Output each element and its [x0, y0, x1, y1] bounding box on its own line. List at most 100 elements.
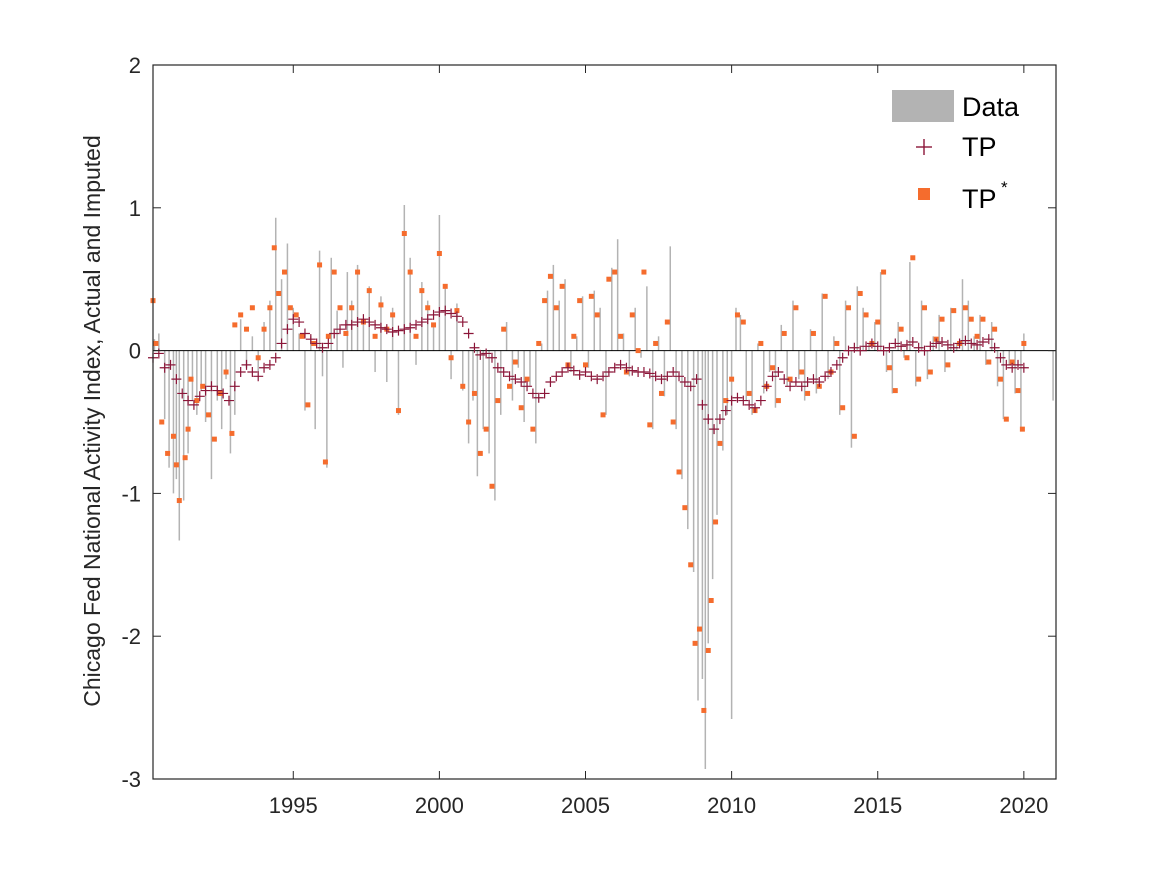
tp-star-point-90 [647, 422, 653, 428]
tp-star-point-20 [244, 326, 250, 332]
tp-star-point-119 [805, 390, 811, 396]
tp-star-point-50 [413, 333, 419, 339]
tp-point-143 [977, 337, 988, 348]
tp-star-point-132 [881, 269, 887, 275]
tp-star-point-52 [425, 305, 431, 311]
x-tick-label-2010: 2010 [707, 793, 756, 818]
tp-point-123 [861, 341, 872, 352]
tp-point-62 [504, 371, 515, 382]
tp-star-point-2 [153, 340, 159, 346]
legend-label-tp-star: TP [962, 184, 997, 214]
tp-point-71 [557, 367, 568, 378]
tp-point-47 [416, 317, 427, 328]
tp-star-point-44 [378, 302, 384, 308]
tp-point-48 [422, 314, 433, 325]
tp-point-108 [773, 367, 784, 378]
tp-point-65 [522, 381, 533, 392]
plot-area-frame [152, 64, 1057, 780]
tp-point-89 [662, 371, 673, 382]
tp-point-74 [574, 369, 585, 380]
tp-star-point-128 [857, 290, 863, 296]
tp-point-60 [492, 362, 503, 373]
legend-label-tp-star-superscript: * [1001, 178, 1008, 197]
tp-point-135 [931, 338, 942, 349]
tp-point-59 [486, 352, 497, 363]
tp-point-130 [901, 339, 912, 350]
tp-star-point-81 [594, 312, 600, 318]
tp-point-87 [650, 371, 661, 382]
tp-point-29 [311, 338, 322, 349]
tp-point-124 [866, 338, 877, 349]
tp-point-73 [568, 365, 579, 376]
tp-point-57 [475, 349, 486, 360]
tp-star-point-85 [618, 333, 624, 339]
tp-point-92 [679, 377, 690, 388]
tp-star-point-93 [664, 319, 670, 325]
tp-star-point-108 [740, 319, 746, 325]
tp-point-20 [259, 362, 270, 373]
tp-point-63 [510, 374, 521, 385]
tp-point-96 [703, 414, 714, 425]
tp-point-53 [451, 311, 462, 322]
tp-star-point-12 [200, 383, 206, 389]
tp-point-79 [603, 367, 614, 378]
tp-point-16 [235, 367, 246, 378]
tp-star-point-156 [1019, 426, 1025, 432]
tp-point-127 [884, 342, 895, 353]
legend-swatch-data [892, 90, 954, 122]
tp-star-point-67 [512, 359, 518, 365]
tp-point-50 [434, 307, 445, 318]
tp-point-131 [907, 337, 918, 348]
tp-point-138 [948, 342, 959, 353]
tp-point-77 [592, 374, 603, 385]
tp-star-point-14 [211, 436, 217, 442]
tp-point-49 [428, 309, 439, 320]
tp-point-46 [411, 319, 422, 330]
tp-star-point-70 [530, 426, 536, 432]
y-tick-label-1: 1 [129, 196, 141, 221]
tp-star-point-154 [1009, 359, 1015, 365]
tp-point-56 [469, 342, 480, 353]
tp-star-point-57 [454, 308, 460, 314]
tp-star-point-29 [293, 312, 299, 318]
data-bars [153, 204, 1054, 770]
tp-point-111 [790, 377, 801, 388]
tp-point-76 [586, 371, 597, 382]
tp-point-68 [539, 388, 550, 399]
tp-point-106 [761, 381, 772, 392]
tp-star-point-73 [547, 273, 553, 279]
legend: Data TP TP * [892, 90, 1020, 214]
tp-point-13 [218, 388, 229, 399]
tp-point-52 [446, 308, 457, 319]
tp-point-110 [785, 381, 796, 392]
x-tick-label-2005: 2005 [561, 793, 610, 818]
tp-star-point-38 [343, 330, 349, 336]
tp-point-94 [691, 374, 702, 385]
tp-point-35 [346, 319, 357, 330]
tp-point-8 [188, 399, 199, 410]
tp-point-41 [381, 324, 392, 335]
tp-point-97 [709, 424, 720, 435]
y-tick-label-2: 2 [129, 53, 141, 78]
tp-point-72 [562, 362, 573, 373]
tp-star-point-111 [758, 340, 764, 346]
tp-star-point-118 [799, 369, 805, 375]
tp-point-17 [241, 359, 252, 370]
tp-star-point-9 [185, 426, 191, 432]
tp-star-point-98 [692, 640, 698, 646]
tp-star-point-96 [682, 505, 688, 511]
tp-star-point-137 [910, 255, 916, 261]
tp-star-point-149 [980, 316, 986, 322]
tp-point-116 [820, 371, 831, 382]
tp-point-104 [750, 402, 760, 413]
tp-star-point-61 [477, 450, 483, 456]
tp-point-15 [229, 381, 240, 392]
tp-point-67 [533, 392, 544, 403]
tp-point-4 [165, 359, 176, 370]
legend-label-tp: TP [962, 132, 997, 162]
tp-star-point-122 [822, 293, 828, 299]
tp-star-point-105 [723, 398, 729, 404]
tp-star-point-152 [997, 376, 1003, 382]
tp-point-90 [668, 367, 679, 378]
tp-star-point-48 [401, 231, 407, 237]
